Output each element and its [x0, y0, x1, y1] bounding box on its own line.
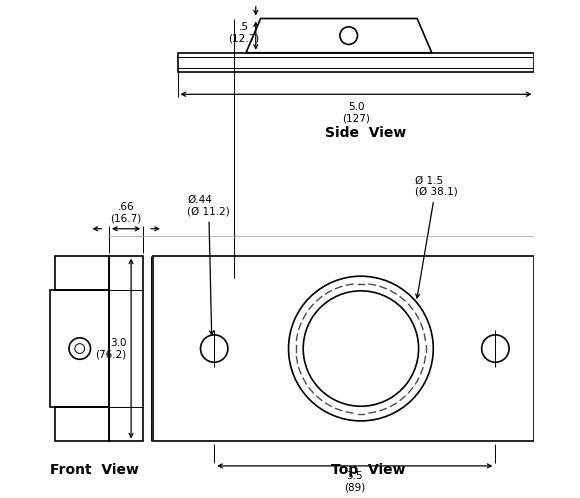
Bar: [50, 290, 109, 407]
Text: 3.5
(89): 3.5 (89): [344, 471, 365, 493]
Bar: [109, 255, 143, 441]
Bar: [153, 255, 535, 441]
Text: 5.0
(127): 5.0 (127): [342, 102, 370, 123]
Bar: [55, 255, 109, 290]
Bar: [177, 53, 535, 72]
Bar: [55, 407, 109, 441]
Text: .66
(16.7): .66 (16.7): [111, 202, 142, 224]
Text: Front  View: Front View: [50, 464, 139, 478]
Text: Ø 1.5
(Ø 38.1): Ø 1.5 (Ø 38.1): [415, 175, 458, 298]
Text: .5
(12.7): .5 (12.7): [228, 22, 259, 44]
Text: Side  View: Side View: [325, 126, 407, 140]
Text: Ø.44
(Ø 11.2): Ø.44 (Ø 11.2): [187, 195, 230, 335]
Text: Top  View: Top View: [331, 464, 405, 478]
Text: 3.0
(76.2): 3.0 (76.2): [95, 338, 126, 360]
